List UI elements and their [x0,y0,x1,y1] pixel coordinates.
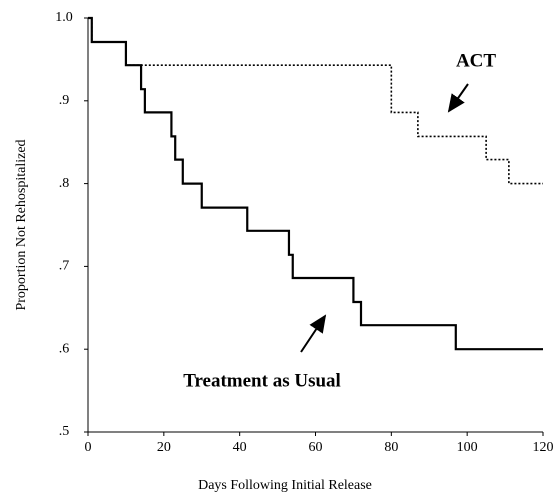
y-tick-label: .5 [59,424,70,439]
y-tick-label: .9 [59,93,70,108]
annotation-arrow [300,314,327,353]
x-axis-label: Days Following Initial Release [198,478,372,493]
x-tick-label: 60 [309,440,323,455]
annotation-arrow [447,83,469,113]
step-line [88,17,543,185]
x-tick-label: 0 [85,440,92,455]
x-tick-label: 80 [384,440,398,455]
x-tick-label: 20 [157,440,171,455]
y-tick-label: .8 [59,176,70,191]
y-tick-label: 1.0 [55,10,73,25]
x-tick-label: 120 [533,440,554,455]
step-line [88,16,543,351]
y-tick-label: .6 [59,341,70,356]
series-label: Treatment as Usual [183,370,341,391]
x-tick-label: 40 [233,440,247,455]
y-tick-label: .7 [59,259,70,274]
series-label: ACT [456,50,496,71]
y-axis-label: Proportion Not Rehospitalized [14,139,29,310]
x-tick-label: 100 [457,440,478,455]
